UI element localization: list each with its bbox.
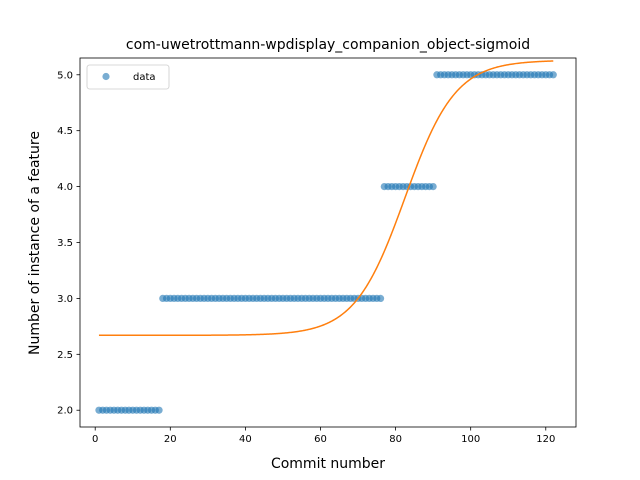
y-tick-label: 4.0 [57, 182, 73, 193]
plot-area [95, 60, 557, 414]
data-point [155, 406, 163, 414]
y-tick-label: 5.0 [57, 70, 73, 81]
legend-label: data [133, 72, 156, 83]
fit-line [98, 60, 554, 337]
axes: 0 20 40 60 80 100 120 2.0 2.5 3.0 3.5 4.0 4.5 5.0 [57, 57, 577, 445]
y-tick-label: 3.5 [57, 238, 73, 249]
data-point [549, 71, 557, 79]
x-tick-label: 60 [314, 434, 327, 445]
legend: data [86, 64, 170, 90]
data-point [429, 182, 437, 191]
y-tick-label: 3.0 [57, 294, 73, 305]
legend-box [86, 64, 170, 90]
y-tick-label: 2.0 [57, 406, 73, 417]
x-tick-label: 100 [461, 434, 480, 445]
y-tick-label: 4.5 [57, 126, 73, 137]
x-tick-label: 20 [164, 434, 177, 445]
data-point [376, 294, 385, 303]
x-axis-title: Commit number [271, 456, 385, 472]
x-tick-label: 0 [92, 434, 98, 445]
y-axis-title: Number of instance of a feature [27, 131, 43, 355]
chart-title: com-uwetrottmann-wpdisplay_companion_obj… [126, 37, 530, 53]
y-tick-label: 2.5 [57, 350, 73, 361]
x-tick-label: 80 [389, 434, 402, 445]
legend-marker [102, 72, 110, 81]
x-tick-label: 120 [536, 434, 555, 445]
x-tick-label: 40 [239, 434, 252, 445]
